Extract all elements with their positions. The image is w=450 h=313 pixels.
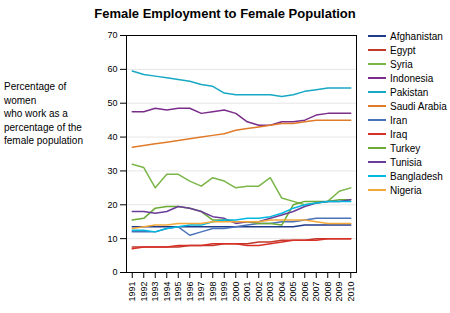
svg-text:1992: 1992	[139, 282, 149, 302]
svg-text:10: 10	[107, 234, 117, 244]
svg-text:2010: 2010	[346, 282, 356, 302]
svg-text:2007: 2007	[311, 282, 321, 302]
svg-text:1998: 1998	[208, 282, 218, 302]
svg-text:0: 0	[112, 267, 117, 277]
svg-text:2000: 2000	[231, 282, 241, 302]
svg-text:2006: 2006	[300, 282, 310, 302]
svg-text:50: 50	[107, 98, 117, 108]
html-text:Saudi Arabia: Saudi Arabia	[390, 100, 447, 112]
svg-text:1991: 1991	[127, 282, 137, 302]
html-text:Egypt: Egypt	[390, 44, 416, 56]
html-text:Nigeria: Nigeria	[390, 184, 422, 196]
svg-text:2002: 2002	[254, 282, 264, 302]
html-text:Afghanistan: Afghanistan	[390, 30, 443, 42]
svg-text:60: 60	[107, 64, 117, 74]
svg-text:30: 30	[107, 166, 117, 176]
svg-text:2004: 2004	[277, 282, 287, 302]
svg-text:2008: 2008	[323, 282, 333, 302]
html-text:Indonesia: Indonesia	[390, 72, 434, 84]
html-text:Pakistan: Pakistan	[390, 86, 429, 98]
html-text:Turkey: Turkey	[390, 142, 421, 154]
svg-text:2003: 2003	[265, 282, 275, 302]
svg-text:1997: 1997	[196, 282, 206, 302]
html-text:Iran: Iran	[390, 114, 408, 126]
svg-text:2001: 2001	[242, 282, 252, 302]
svg-text:2009: 2009	[334, 282, 344, 302]
html-text:Tunisia: Tunisia	[390, 156, 422, 168]
svg-text:1999: 1999	[219, 282, 229, 302]
html-text:Bangladesh: Bangladesh	[390, 170, 443, 182]
svg-text:1995: 1995	[173, 282, 183, 302]
svg-text:1993: 1993	[150, 282, 160, 302]
html-text:Syria: Syria	[390, 58, 413, 70]
svg-text:2005: 2005	[288, 282, 298, 302]
html-text:Percentage of women who work a: Percentage of women who work as a percen…	[4, 81, 83, 146]
svg-text:70: 70	[107, 30, 117, 40]
svg-text:1996: 1996	[185, 282, 195, 302]
html-text:Female Employment to Female Po: Female Employment to Female Population	[94, 6, 356, 21]
html-text:Iraq: Iraq	[390, 128, 408, 140]
svg-text:40: 40	[107, 132, 117, 142]
svg-text:20: 20	[107, 200, 117, 210]
svg-text:1994: 1994	[162, 282, 172, 302]
